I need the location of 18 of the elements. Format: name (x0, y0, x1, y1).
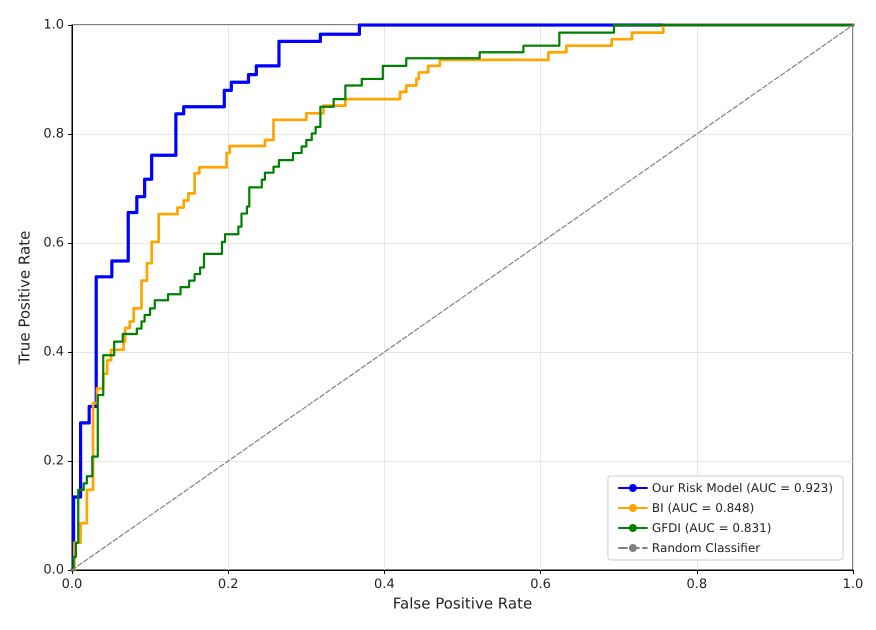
y-tick-label: 0.2 (43, 454, 64, 468)
x-tick-label: 0.6 (530, 577, 551, 592)
x-tick-label: 0.8 (686, 577, 708, 592)
legend-label: Random Classifier (652, 541, 760, 555)
y-tick-label: 0.8 (43, 126, 64, 142)
legend-label: Our Risk Model (AUC = 0.923) (652, 481, 834, 495)
x-axis-title: False Positive Rate (392, 594, 532, 612)
y-tick-label: 1.0 (43, 18, 64, 32)
y-axis-title: True Positive Rate (16, 230, 34, 366)
legend-label: BI (AUC = 0.848) (652, 501, 754, 515)
y-tick-label: 0.4 (43, 344, 64, 360)
x-tick-label: 0.0 (62, 577, 82, 592)
x-tick-label: 0.2 (218, 577, 239, 592)
y-tick-label: 0.0 (43, 562, 64, 578)
y-tick-label: 0.6 (43, 236, 64, 250)
x-tick-label: 0.4 (374, 577, 395, 592)
x-tick-label: 1.0 (842, 577, 864, 592)
legend-label: GFDI (AUC = 0.831) (652, 521, 772, 535)
